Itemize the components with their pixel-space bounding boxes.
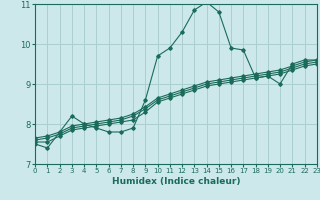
- X-axis label: Humidex (Indice chaleur): Humidex (Indice chaleur): [112, 177, 240, 186]
